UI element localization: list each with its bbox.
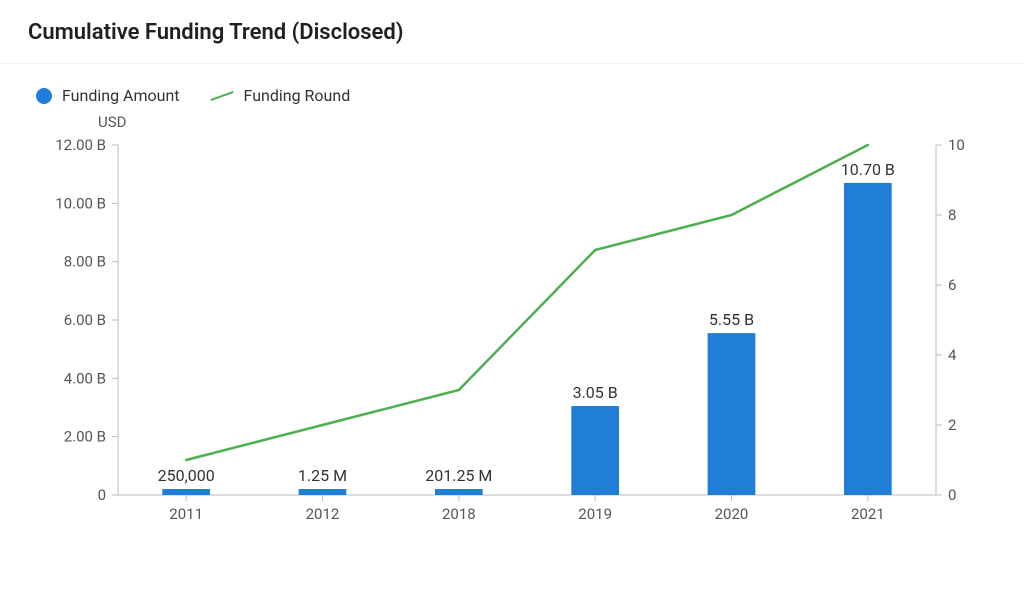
svg-text:6: 6 (948, 276, 956, 294)
legend-item-bar[interactable]: Funding Amount (36, 86, 180, 105)
bar[interactable] (708, 333, 756, 495)
bar[interactable] (299, 489, 347, 495)
chart-svg: 0 2.00 B 4.00 B 6.00 B 8.00 B 10.00 B 12.00 B 0… (28, 135, 996, 535)
chart-plot: 0 2.00 B 4.00 B 6.00 B 8.00 B 10.00 B 12.00 B 0… (28, 135, 996, 535)
legend-line-label: Funding Round (244, 86, 351, 105)
svg-text:2018: 2018 (442, 505, 476, 523)
svg-text:6.00 B: 6.00 B (64, 311, 106, 329)
svg-text:4: 4 (948, 346, 957, 364)
svg-text:4.00 B: 4.00 B (64, 369, 106, 387)
svg-text:8: 8 (948, 206, 956, 224)
svg-text:0: 0 (98, 486, 106, 504)
bar[interactable] (435, 489, 483, 495)
bar-value-label: 250,000 (158, 466, 215, 485)
legend-bar-label: Funding Amount (62, 86, 180, 105)
currency-label: USD (98, 113, 996, 131)
line-swatch-icon (210, 90, 233, 100)
chart-title: Cumulative Funding Trend (Disclosed) (28, 20, 996, 45)
svg-text:2.00 B: 2.00 B (64, 428, 106, 446)
chart-card: Cumulative Funding Trend (Disclosed) Fun… (28, 20, 996, 535)
bar-value-label: 10.70 B (841, 160, 895, 179)
svg-text:2021: 2021 (851, 505, 885, 523)
svg-text:2: 2 (948, 416, 956, 434)
svg-text:2011: 2011 (169, 505, 203, 523)
legend: Funding Amount Funding Round (28, 86, 996, 105)
bar-value-label: 3.05 B (573, 383, 618, 402)
svg-text:8.00 B: 8.00 B (64, 253, 106, 271)
bar-value-label: 1.25 M (298, 466, 347, 485)
svg-text:0: 0 (948, 486, 956, 504)
svg-text:10.00 B: 10.00 B (55, 194, 106, 212)
bar-swatch-icon (36, 88, 52, 104)
svg-text:2020: 2020 (715, 505, 749, 523)
divider (0, 63, 1024, 64)
bar-value-label: 201.25 M (425, 466, 492, 485)
bar[interactable] (162, 489, 210, 495)
svg-text:2019: 2019 (578, 505, 612, 523)
bar-value-label: 5.55 B (709, 310, 754, 329)
trend-line[interactable] (186, 145, 868, 460)
svg-text:10: 10 (948, 136, 965, 154)
bar[interactable] (844, 183, 892, 495)
bar[interactable] (571, 406, 619, 495)
legend-item-line[interactable]: Funding Round (210, 86, 351, 105)
svg-text:2012: 2012 (306, 505, 340, 523)
svg-text:12.00 B: 12.00 B (55, 136, 106, 154)
